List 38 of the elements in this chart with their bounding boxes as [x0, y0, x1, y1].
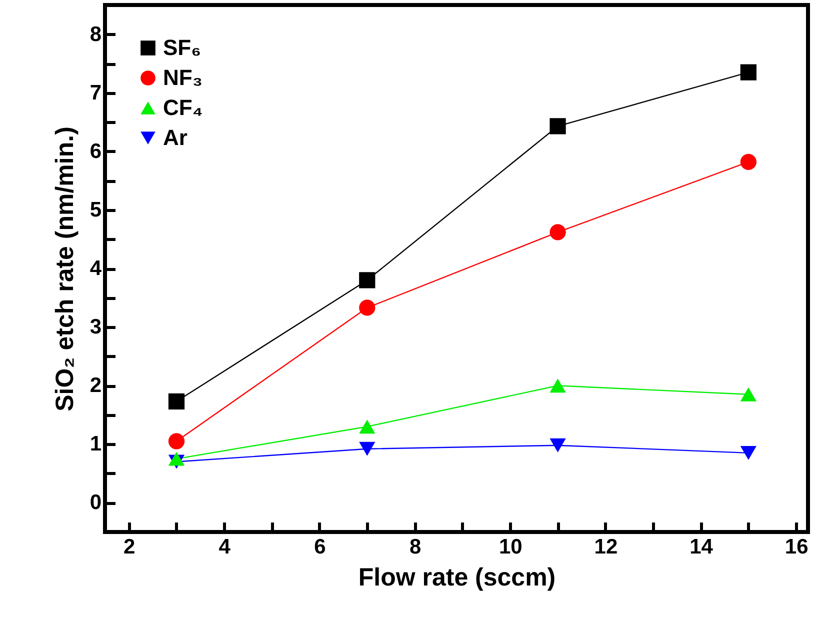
x-tick-label: 16	[784, 536, 808, 558]
point	[740, 446, 756, 460]
point	[359, 300, 376, 316]
x-tick-label: 2	[123, 536, 136, 558]
y-tick-label: 0	[90, 491, 102, 514]
legend-label: NF₃	[163, 65, 202, 90]
point	[740, 64, 756, 80]
y-tick-label: 2	[90, 374, 102, 398]
y-tick-label: 8	[90, 22, 102, 46]
point	[740, 154, 756, 170]
legend-label: Ar	[163, 125, 188, 150]
y-tick-label: 4	[90, 257, 102, 280]
y-tick-label: 1	[90, 432, 102, 456]
point	[550, 118, 566, 134]
point	[168, 393, 185, 410]
legend-label: SF₆	[163, 35, 202, 60]
y-tick-label: 3	[90, 316, 102, 339]
point	[359, 442, 376, 456]
point	[168, 452, 185, 466]
point	[550, 224, 566, 240]
point	[168, 433, 185, 450]
x-tick-label: 10	[498, 536, 522, 558]
x-tick-label: 14	[690, 536, 714, 558]
legend-label: CF₄	[163, 95, 203, 120]
point	[550, 378, 566, 393]
x-axis-title: Flow rate (sccm)	[358, 564, 556, 592]
x-tick-label: 12	[594, 536, 618, 558]
point	[550, 438, 566, 452]
x-tick-label: 4	[218, 536, 231, 558]
y-tick-label: 6	[90, 140, 102, 163]
x-tick-label: 6	[314, 536, 326, 558]
y-tick-label: 7	[90, 81, 102, 104]
x-tick-label: 8	[409, 536, 422, 558]
y-axis-title: SiO₂ etch rate (nm/min.)	[50, 126, 79, 412]
point	[740, 387, 756, 402]
y-tick-label: 5	[90, 198, 102, 222]
point	[359, 272, 376, 288]
point	[359, 420, 376, 434]
